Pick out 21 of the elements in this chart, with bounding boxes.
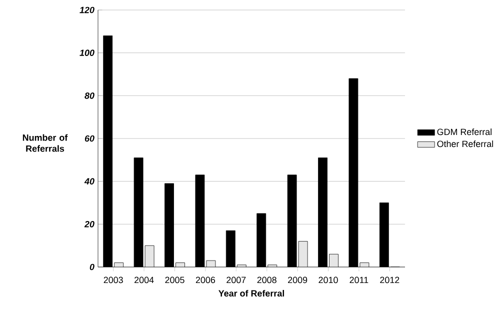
y-tick-label: 120 <box>80 6 94 14</box>
y-tick-label: 60 <box>84 135 94 142</box>
x-tick-label: 2011 <box>350 276 368 284</box>
legend-label: Other Referral <box>437 140 493 148</box>
x-axis-title: Year of Referral <box>218 290 284 297</box>
x-tick-label: 2009 <box>288 276 308 284</box>
y-tick-label: 100 <box>80 50 94 56</box>
y-axis-title: Number of Referrals <box>22 134 68 152</box>
x-tick-label: 2012 <box>380 276 400 284</box>
x-tick-label: 2005 <box>165 276 184 284</box>
x-tick-label: 2008 <box>257 276 276 284</box>
x-tick-label: 2007 <box>226 276 246 284</box>
y-tick-label: 80 <box>84 92 94 99</box>
y-tick-label: 20 <box>84 220 94 228</box>
x-tick-label: 2003 <box>104 276 123 284</box>
legend-label: GDM Referral <box>437 128 492 136</box>
y-tick-label: 0 <box>90 264 94 270</box>
x-tick-label: 2010 <box>318 276 338 284</box>
x-tick-label: 2006 <box>196 276 216 284</box>
y-tick-label: 40 <box>84 178 94 185</box>
x-tick-label: 2004 <box>134 276 154 284</box>
